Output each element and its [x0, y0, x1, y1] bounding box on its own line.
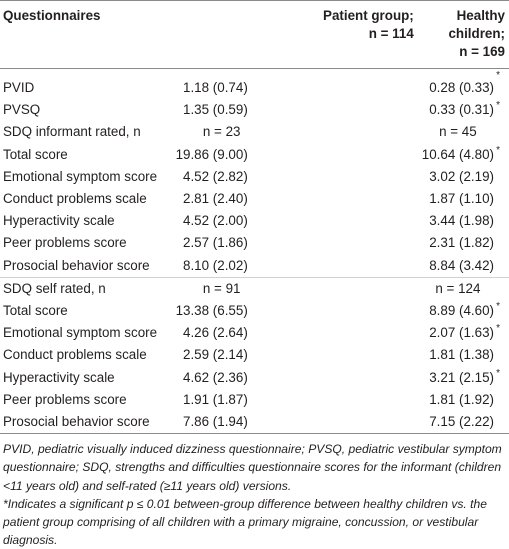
- row-label: PVSQ: [3, 102, 41, 118]
- table-row: Conduct problems scale 2.81 (2.40) 1.87 (1…: [0, 188, 509, 210]
- healthy-value: n = 45: [439, 124, 477, 140]
- patient-value: 7.86 (1.94): [171, 411, 418, 435]
- header-line: Patient group;: [323, 8, 414, 23]
- patient-value: 2.81 (2.40): [183, 191, 248, 207]
- table-row: PVSQ 1.35 (0.59) 0.33 (0.31) *: [0, 99, 509, 121]
- table-row: Total score 19.86 (9.00) 10.64 (4.80) *: [0, 144, 509, 166]
- row-label: Hyperactivity scale: [3, 213, 115, 229]
- patient-value: 4.52 (2.82): [183, 168, 248, 184]
- healthy-value: n = 124: [417, 276, 509, 301]
- header-line: n = 114: [368, 26, 414, 41]
- table-row: Emotional symptom score 4.26 (2.64) 2.07 (…: [0, 322, 509, 344]
- table-row: Peer problems score 1.91 (1.87) 1.81 (1.92…: [0, 389, 509, 411]
- patient-value: 1.35 (0.59): [183, 102, 248, 118]
- row-label: Peer problems score: [3, 235, 127, 251]
- row-label: Total score: [3, 303, 68, 319]
- row-label: Hyperactivity scale: [3, 369, 115, 385]
- healthy-value: 1.87 (1.10): [429, 191, 494, 207]
- table-row: Hyperactivity scale 4.62 (2.36) 3.21 (2.15…: [0, 367, 509, 389]
- header-line: n = 169: [459, 44, 505, 59]
- significance-mark: *: [496, 70, 500, 81]
- patient-value: 2.57 (1.86): [183, 235, 248, 251]
- healthy-value: 1.81 (1.38): [429, 347, 494, 363]
- patient-value: 1.18 (0.74): [183, 80, 248, 95]
- footnote: *Indicates a significant p ≤ 0.01 betwee…: [3, 496, 487, 548]
- healthy-value: 8.89 (4.60) *: [418, 300, 509, 322]
- patient-value: 8.10 (2.02): [183, 257, 248, 273]
- row-label: Total score: [3, 146, 68, 162]
- header-cell: Questionnaires: [3, 8, 101, 23]
- footnote: PVID, pediatric visually induced dizzine…: [3, 442, 502, 493]
- row-label: Peer problems score: [3, 391, 127, 407]
- healthy-value: 1.81 (1.92): [429, 391, 494, 407]
- patient-value: 4.52 (2.00): [183, 213, 248, 229]
- table-row: PVID 1.18 (0.74) 0.28 (0.33) *: [0, 69, 509, 100]
- healthy-value: 10.64 (4.80) *: [418, 144, 509, 166]
- patient-value: 2.59 (2.14): [183, 347, 248, 363]
- header-row: Questionnaires Patient group; n = 114 Hea…: [0, 0, 509, 69]
- table-row: Total score 13.38 (6.55) 8.89 (4.60) *: [0, 300, 509, 322]
- patient-value: 4.62 (2.36): [183, 369, 248, 385]
- healthy-value: 3.44 (1.98): [429, 213, 494, 229]
- table-row: Conduct problems scale 2.59 (2.14) 1.81 (1…: [0, 344, 509, 366]
- healthy-value: 2.31 (1.82): [429, 235, 494, 251]
- significance-mark: *: [496, 323, 500, 335]
- row-label: PVID: [3, 80, 35, 95]
- row-label: SDQ informant rated, n: [3, 124, 141, 140]
- healthy-value: 8.84 (3.42): [429, 257, 494, 273]
- healthy-value: 0.28 (0.33) *: [418, 69, 509, 100]
- healthy-value: 3.21 (2.15) *: [418, 367, 509, 389]
- table-row: SDQ informant rated, n n = 23 n = 45: [0, 121, 509, 143]
- table-row: Emotional symptom score 4.52 (2.82) 3.02 (…: [0, 166, 509, 188]
- significance-mark: *: [496, 301, 500, 313]
- row-label: Conduct problems scale: [3, 191, 147, 207]
- patient-value: n = 91: [171, 276, 418, 301]
- footnotes: PVID, pediatric visually induced dizzine…: [0, 434, 509, 549]
- patient-value: 1.91 (1.87): [183, 391, 248, 407]
- patient-value: 13.38 (6.55): [175, 303, 248, 319]
- row-label: Conduct problems scale: [3, 347, 147, 363]
- row-label: Prosocial behavior score: [3, 257, 150, 273]
- row-label: SDQ self rated, n: [0, 276, 172, 301]
- significance-mark: *: [496, 367, 500, 379]
- table-row: Prosocial behavior score 8.10 (2.02) 8.84 …: [0, 255, 509, 278]
- header-cell: Patient group; n = 114: [172, 1, 418, 69]
- healthy-value: 0.33 (0.31) *: [418, 99, 509, 121]
- row-label: Emotional symptom score: [3, 325, 158, 341]
- significance-mark: *: [496, 144, 500, 156]
- healthy-value: 3.02 (2.19): [429, 168, 494, 184]
- patient-value: n = 23: [202, 124, 241, 140]
- significance-mark: *: [496, 100, 500, 112]
- table-row: Prosocial behavior score 7.86 (1.94) 7.15 …: [0, 411, 509, 435]
- healthy-value: 2.07 (1.63) *: [418, 322, 509, 344]
- healthy-value: 7.15 (2.22): [417, 411, 509, 435]
- table-row: Hyperactivity scale 4.52 (2.00) 3.44 (1.98…: [0, 210, 509, 232]
- table-row: Peer problems score 2.57 (1.86) 2.31 (1.82…: [0, 232, 509, 254]
- table-body: PVID 1.18 (0.74) 0.28 (0.33) * PVSQ 1.35 (0.5…: [0, 69, 509, 435]
- header-line: Healthy children;: [448, 8, 505, 41]
- row-label: Emotional symptom score: [3, 168, 158, 184]
- row-label: Prosocial behavior score: [0, 411, 172, 435]
- patient-value: 19.86 (9.00): [175, 146, 248, 162]
- patient-value: 4.26 (2.64): [183, 325, 248, 341]
- header-cell: Healthy children; n = 169: [418, 1, 509, 69]
- table-header: Questionnaires Patient group; n = 114 Hea…: [0, 0, 509, 69]
- data-table: Questionnaires Patient group; n = 114 Hea…: [0, 0, 509, 435]
